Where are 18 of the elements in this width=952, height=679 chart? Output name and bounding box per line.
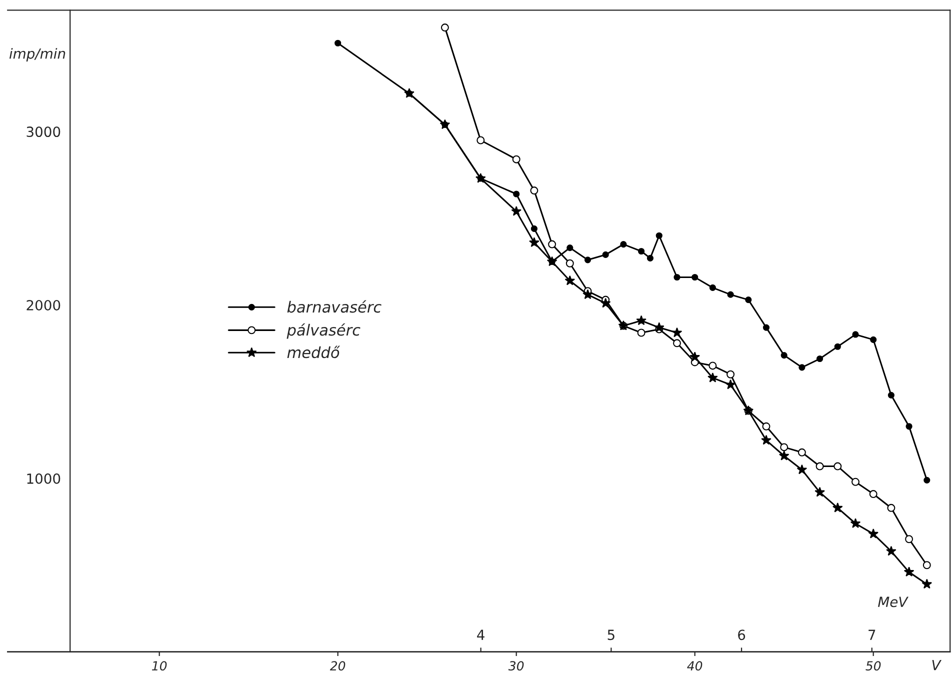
y-tick-label: 3000 [26, 126, 60, 138]
x2-tick-label: 6 [738, 630, 746, 640]
x-tick-label: 50 [866, 661, 881, 671]
x-tick-label: 30 [508, 661, 524, 671]
x-tick-label: 20 [330, 661, 346, 671]
x-axis-title: V [932, 660, 942, 670]
x2-tick-label: 5 [608, 630, 614, 640]
y-tick-label: 1000 [27, 473, 60, 484]
legend-label: pálvasérc [286, 323, 360, 339]
legend-label: meddő [287, 346, 340, 358]
x2-tick-label: 4 [477, 630, 484, 640]
y-tick-label: 2000 [26, 300, 60, 310]
x-tick-label: 40 [687, 661, 702, 671]
x2-axis-title: MeV [878, 596, 908, 608]
x2-tick-label: 7 [868, 630, 876, 640]
legend-label: barnavasérc [287, 300, 382, 313]
x-tick-label: 10 [152, 661, 167, 671]
y-axis-title: imp/min [9, 48, 66, 62]
